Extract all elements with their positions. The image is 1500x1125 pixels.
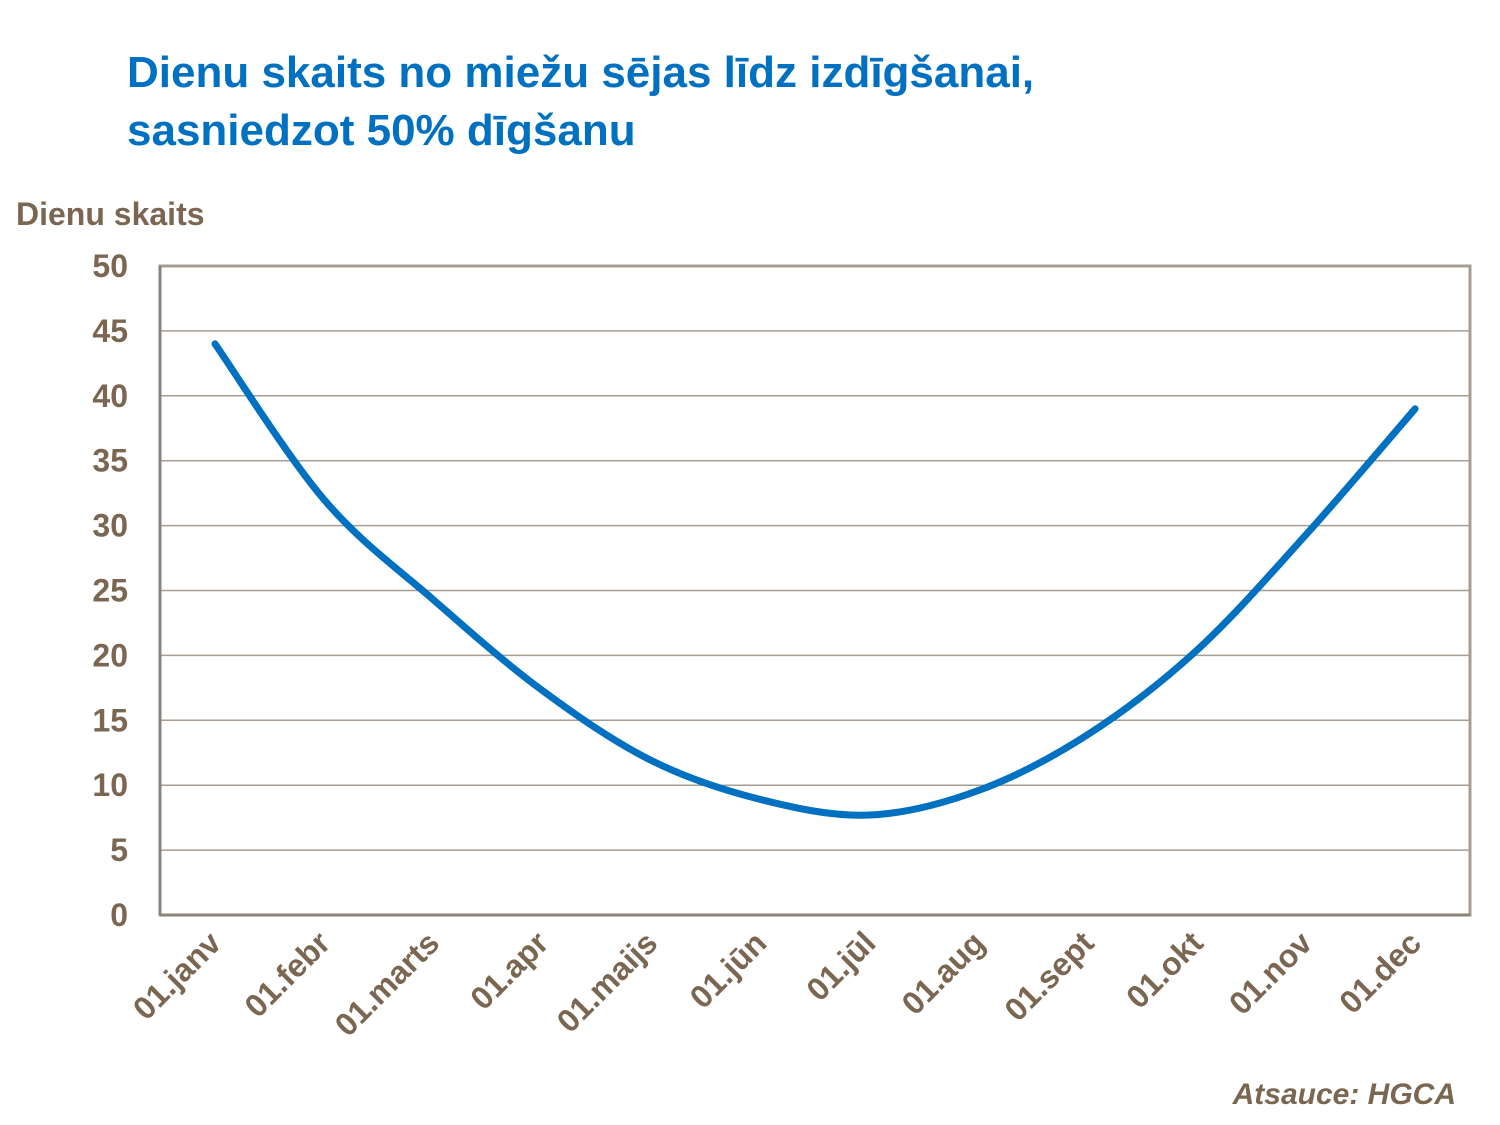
- x-tick-label: 01.febr: [237, 924, 337, 1024]
- x-tick-label: 01.marts: [328, 924, 447, 1043]
- x-tick-label: 01.sept: [997, 924, 1101, 1028]
- y-tick-label: 45: [92, 313, 128, 349]
- x-tick-label: 01.jūn: [683, 924, 774, 1015]
- x-tick-label: 01.aug: [895, 924, 992, 1021]
- x-tick-label: 01.maijs: [550, 924, 665, 1039]
- x-tick-label: 01.janv: [126, 924, 228, 1026]
- y-tick-label: 50: [92, 248, 128, 284]
- x-tick-label: 01.dec: [1332, 924, 1428, 1020]
- y-tick-label: 10: [92, 767, 128, 803]
- x-tick-label: 01.apr: [463, 924, 555, 1016]
- source-note: Atsauce: HGCA: [1232, 1078, 1456, 1111]
- y-tick-label: 30: [92, 508, 128, 544]
- y-tick-label: 25: [92, 573, 128, 609]
- y-tick-label: 0: [110, 897, 128, 933]
- y-tick-label: 40: [92, 378, 128, 414]
- y-tick-label: 5: [110, 832, 128, 868]
- data-series-line: [211, 340, 1419, 819]
- y-axis-label: Dienu skaits: [16, 196, 205, 232]
- chart-title: Dienu skaits no miežu sējas līdz izdīgša…: [127, 44, 1034, 160]
- y-tick-label: 20: [92, 637, 128, 673]
- chart-title-line-2: sasniedzot 50% dīgšanu: [127, 106, 636, 155]
- x-tick-label: 01.jūl: [799, 924, 882, 1007]
- y-tick-label: 35: [92, 443, 128, 479]
- chart-title-line-1: Dienu skaits no miežu sējas līdz izdīgša…: [127, 48, 1035, 97]
- x-tick-label: 01.okt: [1119, 924, 1210, 1015]
- x-tick-label: 01.nov: [1222, 924, 1319, 1021]
- y-tick-label: 15: [92, 702, 128, 738]
